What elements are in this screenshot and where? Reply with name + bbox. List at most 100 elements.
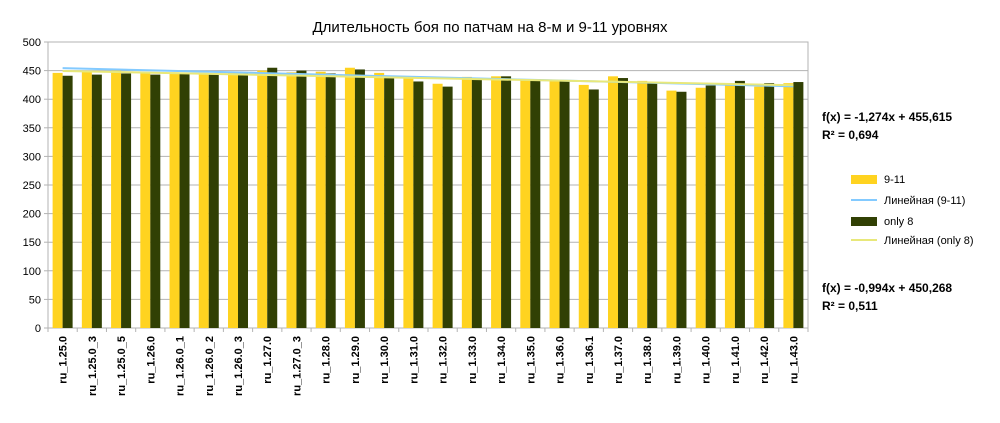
bar-9-11-ru-1-26-0-1 <box>169 72 180 328</box>
x-tick-label-ru-1-40-0: ru_1.40.0 <box>701 336 713 384</box>
bar-9-11-ru-1-37-0 <box>608 76 618 328</box>
x-tick-label-ru-1-36-0: ru_1.36.0 <box>555 336 567 384</box>
y-tick-label-200: 200 <box>23 209 41 221</box>
bar-9-11-ru-1-30-0 <box>374 72 385 328</box>
bar-only-8-ru-1-26-0-1 <box>179 74 190 328</box>
bar-9-11-ru-1-36-0 <box>549 80 560 328</box>
trend-equation-9-11: f(x) = -1,274x + 455,615 R² = 0,694 <box>822 110 952 142</box>
legend-label-trend-9-11: Линейная (9-11) <box>884 195 965 207</box>
legend-swatch-only-8 <box>851 217 877 226</box>
bar-only-8-ru-1-39-0 <box>676 91 687 328</box>
x-tick-label-ru-1-28-0: ru_1.28.0 <box>321 336 333 384</box>
x-tick-label-ru-1-37-0: ru_1.37.0 <box>613 336 625 384</box>
x-tick-label-ru-1-42-0: ru_1.42.0 <box>759 336 771 384</box>
y-axis: 0 50 100 150 200 250 300 350 400 450 500 <box>23 37 48 335</box>
bar-only-8-ru-1-25-0-3 <box>91 74 102 328</box>
x-tick-label-ru-1-31-0: ru_1.31.0 <box>408 336 420 384</box>
x-tick-label-ru-1-30-0: ru_1.30.0 <box>379 336 391 384</box>
bar-9-11-ru-1-31-0 <box>403 77 414 329</box>
bar-9-11-ru-1-40-0 <box>695 87 706 328</box>
bar-only-8-ru-1-25-0 <box>62 75 73 328</box>
x-tick-label-ru-1-35-0: ru_1.35.0 <box>525 336 537 384</box>
x-tick-label-ru-1-34-0: ru_1.34.0 <box>496 336 508 384</box>
bar-only-8-ru-1-36-1 <box>588 89 599 328</box>
bar-only-8-ru-1-30-0 <box>384 76 395 328</box>
bar-9-11-ru-1-43-0 <box>783 83 794 329</box>
x-tick-label-ru-1-26-0-3: ru_1.26.0_3 <box>233 336 245 396</box>
bars <box>52 67 804 329</box>
legend: 9-11 Линейная (9-11) only 8 Линейная (on… <box>851 174 974 247</box>
x-tick-label-ru-1-25-0: ru_1.25.0 <box>58 336 70 384</box>
y-tick-label-250: 250 <box>23 180 41 192</box>
x-tick-label-ru-1-26-0-1: ru_1.26.0_1 <box>175 336 187 396</box>
grid <box>47 41 809 329</box>
bar-9-11-ru-1-34-0 <box>491 76 502 328</box>
bar-9-11-ru-1-33-0 <box>461 76 472 328</box>
legend-swatch-9-11 <box>851 175 877 184</box>
bar-only-8-ru-1-29-0 <box>354 69 365 329</box>
bar-only-8-ru-1-38-0 <box>647 83 658 329</box>
y-tick-label-150: 150 <box>23 237 41 249</box>
y-tick-label-300: 300 <box>23 151 41 163</box>
bar-9-11-ru-1-38-0 <box>637 80 648 329</box>
x-tick-label-ru-1-29-0: ru_1.29.0 <box>350 336 362 384</box>
y-tick-label-350: 350 <box>23 123 41 135</box>
bar-only-8-ru-1-28-0 <box>325 73 336 329</box>
bar-9-11-ru-1-26-0-2 <box>198 72 209 328</box>
bar-only-8-ru-1-43-0 <box>793 82 804 328</box>
bar-only-8-ru-1-40-0 <box>705 85 716 328</box>
bar-9-11-ru-1-32-0 <box>432 83 443 328</box>
chart-title: Длительность боя по патчам на 8-м и 9-11… <box>312 19 668 36</box>
legend-label-9-11: 9-11 <box>884 174 905 186</box>
bar-only-8-ru-1-36-0 <box>559 80 570 329</box>
x-tick-label-ru-1-38-0: ru_1.38.0 <box>642 336 654 384</box>
y-tick-label-100: 100 <box>23 266 41 278</box>
y-tick-label-400: 400 <box>23 94 41 106</box>
bar-9-11-ru-1-35-0 <box>520 79 531 329</box>
x-tick-label-ru-1-26-0-2: ru_1.26.0_2 <box>204 336 216 396</box>
y-tick-label-500: 500 <box>23 37 41 49</box>
bar-only-8-ru-1-35-0 <box>530 79 541 329</box>
bar-only-8-ru-1-42-0 <box>764 83 775 329</box>
x-tick-label-ru-1-39-0: ru_1.39.0 <box>671 336 683 384</box>
bar-only-8-ru-1-31-0 <box>413 81 424 328</box>
bar-9-11-ru-1-27-0-3 <box>286 72 297 328</box>
bar-only-8-ru-1-27-0 <box>267 67 278 329</box>
x-axis: ru_1.25.0 ru_1.25.0_3 ru_1.25.0_5 ru_1.26.0… <box>47 328 809 396</box>
bar-9-11-ru-1-36-1 <box>578 84 589 329</box>
equation-9-11: f(x) = -1,274x + 455,615 <box>822 110 952 124</box>
bar-only-8-ru-1-27-0-3 <box>296 70 307 328</box>
x-tick-label-ru-1-41-0: ru_1.41.0 <box>730 336 742 384</box>
x-tick-label-ru-1-26-0: ru_1.26.0 <box>145 336 157 384</box>
y-tick-label-0: 0 <box>35 323 41 335</box>
bar-only-8-ru-1-33-0 <box>471 78 482 328</box>
x-tick-label-ru-1-25-0-5: ru_1.25.0_5 <box>116 336 128 396</box>
bar-9-11-ru-1-42-0 <box>754 86 765 328</box>
bar-9-11-ru-1-25-0-5 <box>111 70 122 328</box>
bar-only-8-ru-1-26-0-2 <box>208 74 219 328</box>
x-tick-label-ru-1-43-0: ru_1.43.0 <box>788 336 800 384</box>
trend-equation-only-8: f(x) = -0,994x + 450,268 R² = 0,511 <box>822 281 952 313</box>
bar-9-11-ru-1-39-0 <box>666 90 677 329</box>
bar-9-11-ru-1-25-0-3 <box>81 71 92 328</box>
x-tick-label-ru-1-25-0-3: ru_1.25.0_3 <box>87 336 99 396</box>
equation-only-8: f(x) = -0,994x + 450,268 <box>822 281 952 295</box>
y-tick-label-50: 50 <box>29 294 41 306</box>
r2-9-11: R² = 0,694 <box>822 128 879 142</box>
bar-only-8-ru-1-37-0 <box>618 78 628 328</box>
bar-9-11-ru-1-41-0 <box>724 84 735 328</box>
bar-9-11-ru-1-28-0 <box>315 71 326 328</box>
bar-9-11-ru-1-26-0 <box>140 72 151 328</box>
bar-only-8-ru-1-26-0-3 <box>238 73 248 329</box>
x-tick-label-ru-1-33-0: ru_1.33.0 <box>467 336 479 384</box>
bar-only-8-ru-1-32-0 <box>442 86 453 328</box>
trendlines <box>62 67 794 88</box>
trendline--only-8- <box>62 70 794 87</box>
x-tick-label-ru-1-27-0-3: ru_1.27.0_3 <box>291 336 303 396</box>
bar-9-11-ru-1-29-0 <box>344 67 355 329</box>
legend-label-trend-only-8: Линейная (only 8) <box>884 235 974 247</box>
bar-only-8-ru-1-26-0 <box>150 74 161 328</box>
bar-only-8-ru-1-25-0-5 <box>121 73 132 329</box>
legend-label-only-8: only 8 <box>884 216 913 228</box>
